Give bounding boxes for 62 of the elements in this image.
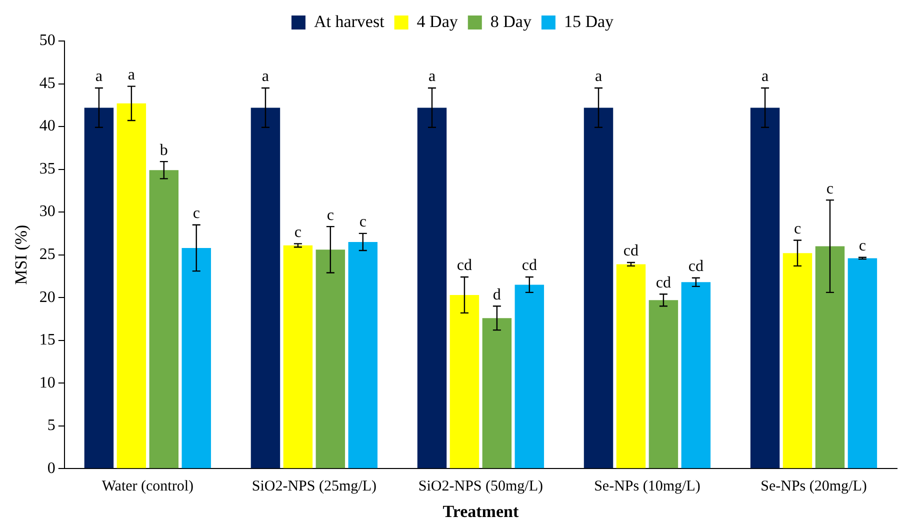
- y-tick-label: 5: [47, 417, 56, 434]
- bar: [648, 300, 678, 468]
- bar: [750, 108, 780, 468]
- y-tick-label: 20: [39, 288, 56, 306]
- y-tick-label: 25: [39, 246, 56, 264]
- data-label: c: [858, 238, 866, 255]
- data-label: cd: [456, 257, 472, 274]
- data-label: b: [160, 142, 168, 159]
- data-label: cd: [623, 242, 639, 260]
- x-tick-label: Water (control): [102, 478, 194, 495]
- x-tick-label: SiO2-NPS (50mg/L): [418, 478, 543, 495]
- y-axis-title: MSI (%): [12, 224, 31, 285]
- data-label: a: [594, 68, 602, 86]
- bar: [815, 246, 845, 468]
- x-tick-label: Se-NPs (20mg/L): [760, 478, 867, 495]
- bar: [283, 245, 313, 468]
- data-label: c: [294, 224, 302, 241]
- bar: [482, 318, 512, 468]
- data-label: a: [428, 68, 436, 86]
- y-tick-label: 10: [39, 374, 56, 392]
- bar: [782, 253, 812, 468]
- bar: [84, 108, 114, 468]
- bar: [681, 282, 711, 468]
- y-tick-label: 30: [39, 203, 56, 220]
- bar: [514, 284, 544, 468]
- x-tick-label: SiO2-NPS (25mg/L): [252, 478, 376, 495]
- legend-label: At harvest: [314, 12, 385, 31]
- y-tick-label: 45: [39, 74, 56, 92]
- y-tick-label: 35: [39, 160, 56, 178]
- bar: [250, 108, 280, 468]
- y-tick-label: 0: [47, 460, 56, 477]
- y-tick-label: 40: [39, 118, 56, 135]
- data-label: c: [794, 220, 802, 238]
- x-axis-title: Treatment: [442, 502, 519, 522]
- data-label: c: [326, 206, 334, 224]
- data-label: c: [192, 205, 200, 222]
- bar: [848, 258, 878, 468]
- legend-label: 15 Day: [564, 12, 614, 31]
- legend-label: 4 Day: [416, 12, 458, 31]
- legend-label: 8 Day: [490, 12, 532, 31]
- bar: [417, 108, 447, 468]
- data-label: d: [492, 286, 501, 304]
- data-label: cd: [688, 258, 704, 276]
- x-tick-label: Se-NPs (10mg/L): [594, 478, 700, 495]
- y-tick-label: 15: [39, 332, 56, 349]
- y-tick-label: 50: [39, 32, 56, 50]
- data-label: a: [761, 68, 769, 86]
- bar: [316, 250, 346, 468]
- data-label: a: [128, 66, 135, 84]
- bar: [116, 103, 146, 468]
- data-label: c: [359, 214, 366, 231]
- data-label: cd: [656, 274, 672, 292]
- data-label: cd: [522, 257, 537, 274]
- data-label: a: [95, 68, 103, 86]
- bar: [450, 294, 480, 468]
- bar: [584, 108, 614, 468]
- bar: [348, 242, 378, 468]
- bar: [182, 248, 211, 468]
- data-label: a: [262, 68, 270, 86]
- bar: [149, 170, 179, 468]
- data-label: c: [826, 180, 834, 198]
- bar: [616, 264, 646, 468]
